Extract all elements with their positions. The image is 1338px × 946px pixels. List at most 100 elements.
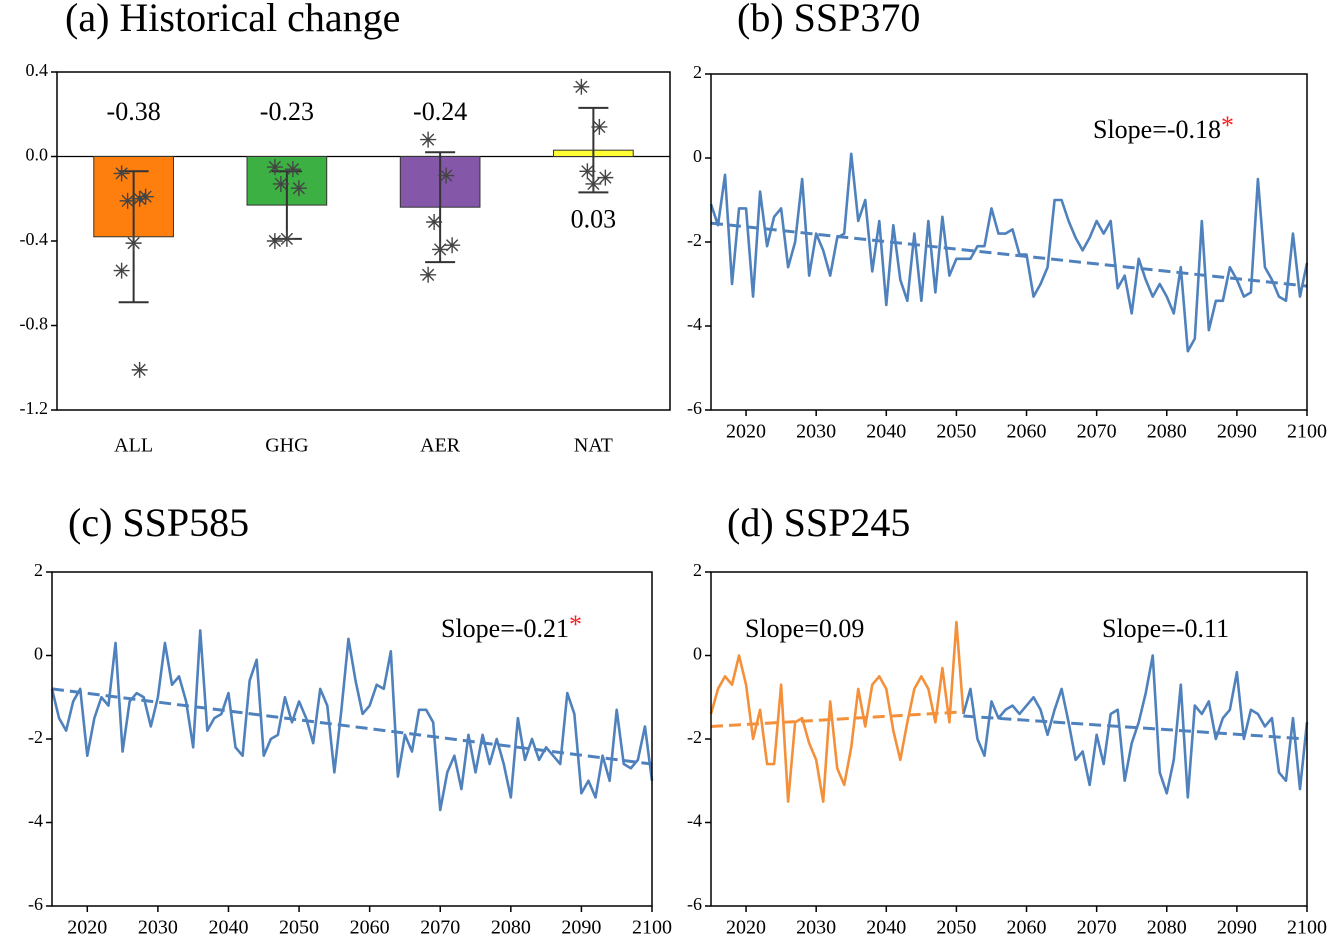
x-tick-label: 2090 xyxy=(1217,421,1257,443)
x-tick-label: 2070 xyxy=(420,917,460,939)
member-point xyxy=(585,175,602,192)
category-label: ALL xyxy=(114,435,153,457)
member-point xyxy=(113,165,130,182)
member-point xyxy=(278,230,295,247)
member-point xyxy=(597,169,614,186)
x-tick-label: 2080 xyxy=(1147,917,1187,939)
plot-frame xyxy=(51,571,653,907)
x-tick-label: 2020 xyxy=(67,917,107,939)
x-tick-label: 2060 xyxy=(1007,421,1047,443)
member-point xyxy=(591,118,608,135)
member-point xyxy=(272,175,289,192)
y-tick-label: -4 xyxy=(28,811,43,831)
trend-line xyxy=(710,710,964,728)
plot-frame xyxy=(56,71,671,411)
x-tick-label: 2080 xyxy=(1147,421,1187,443)
x-tick-label: 2040 xyxy=(866,421,906,443)
series-line xyxy=(50,629,654,812)
category-label: GHG xyxy=(265,435,308,457)
data-label: -0.23 xyxy=(260,97,314,126)
x-tick-label: 2030 xyxy=(796,421,836,443)
trend-line xyxy=(51,687,653,766)
x-tick-label: 2060 xyxy=(350,917,390,939)
member-point xyxy=(284,161,301,178)
x-tick-label: 2040 xyxy=(866,917,906,939)
y-tick-label: -0.4 xyxy=(20,229,49,249)
x-tick-label: 2050 xyxy=(279,917,319,939)
member-point xyxy=(420,131,437,148)
y-tick-label: 2 xyxy=(693,560,702,580)
y-tick-label: 0 xyxy=(34,644,43,664)
trend-line xyxy=(963,714,1308,741)
y-tick-label: -0.8 xyxy=(20,314,49,334)
member-point xyxy=(426,213,443,230)
slope-annotation: Slope=-0.21* xyxy=(441,610,582,643)
y-tick-label: -4 xyxy=(687,314,702,334)
slope-text: Slope=-0.18 xyxy=(1093,115,1221,144)
category-label: NAT xyxy=(574,435,613,457)
slope-annotation: Slope=0.09 xyxy=(745,614,864,643)
member-point xyxy=(266,159,283,176)
panel: (c) SSP585 -6 -4 -2 0 2 2020 2030 2040 2050 2060 20… xyxy=(28,500,672,938)
y-tick-label: 2 xyxy=(34,560,43,580)
panel: (b) SSP370 -6 -4 -2 0 2 2020 2030 2040 2050 2060 20… xyxy=(687,0,1327,443)
x-tick-label: 2050 xyxy=(936,917,976,939)
x-tick-label: 2070 xyxy=(1077,917,1117,939)
member-point xyxy=(125,235,142,252)
data-label: -0.24 xyxy=(413,97,467,126)
slope-text: Slope=0.09 xyxy=(745,614,864,643)
y-tick-label: 0.0 xyxy=(26,145,49,165)
x-tick-label: 2090 xyxy=(1217,917,1257,939)
panel: (a) Historical change -1.2 -0.8 -0.4 0.0 0.4 A… xyxy=(20,0,671,457)
member-point xyxy=(573,78,590,95)
significance-mark: * xyxy=(569,610,582,639)
panel-title: (c) SSP585 xyxy=(68,500,249,545)
slope-annotation: Slope=-0.11 xyxy=(1102,614,1229,643)
x-tick-label: 2100 xyxy=(1287,917,1327,939)
category-label: AER xyxy=(420,435,461,457)
panel-title: (d) SSP245 xyxy=(727,500,910,545)
x-tick-label: 2030 xyxy=(138,917,178,939)
series-line xyxy=(962,654,1309,799)
significance-mark: * xyxy=(1221,111,1234,140)
x-tick-label: 2050 xyxy=(936,421,976,443)
data-label: 0.03 xyxy=(571,204,617,233)
y-tick-label: 0 xyxy=(693,644,702,664)
x-tick-label: 2100 xyxy=(632,917,672,939)
y-tick-label: -6 xyxy=(687,894,702,914)
panel-title: (b) SSP370 xyxy=(737,0,920,40)
x-tick-label: 2100 xyxy=(1287,421,1327,443)
x-tick-label: 2030 xyxy=(796,917,836,939)
member-point xyxy=(420,266,437,283)
plot-frame xyxy=(710,571,1308,907)
member-point xyxy=(290,180,307,197)
x-tick-label: 2070 xyxy=(1077,421,1117,443)
slope-text: Slope=-0.21 xyxy=(441,614,569,643)
data-label: -0.38 xyxy=(107,97,161,126)
x-tick-label: 2040 xyxy=(208,917,248,939)
series-line xyxy=(709,620,965,803)
y-tick-label: 0 xyxy=(693,146,702,166)
member-point xyxy=(432,241,449,258)
x-tick-label: 2020 xyxy=(726,421,766,443)
y-tick-label: -2 xyxy=(687,230,702,250)
member-point xyxy=(444,237,461,254)
member-point xyxy=(266,233,283,249)
y-tick-label: -2 xyxy=(687,727,702,747)
x-tick-label: 2090 xyxy=(561,917,601,939)
member-point xyxy=(438,167,455,184)
trend-line xyxy=(710,221,1308,288)
member-point xyxy=(579,163,596,180)
member-point xyxy=(131,361,148,378)
y-tick-label: -4 xyxy=(687,811,702,831)
y-tick-label: 0.4 xyxy=(26,60,49,80)
member-point xyxy=(119,192,136,209)
member-point xyxy=(131,190,148,207)
y-tick-label: -6 xyxy=(687,398,702,418)
panel: (d) SSP245 -6 -4 -2 0 2 2020 2030 2040 2050 2060 20… xyxy=(687,500,1327,938)
plot-frame xyxy=(710,73,1308,411)
x-tick-label: 2080 xyxy=(491,917,531,939)
slope-annotation: Slope=-0.18* xyxy=(1093,111,1234,144)
slope-text: Slope=-0.11 xyxy=(1102,614,1229,643)
